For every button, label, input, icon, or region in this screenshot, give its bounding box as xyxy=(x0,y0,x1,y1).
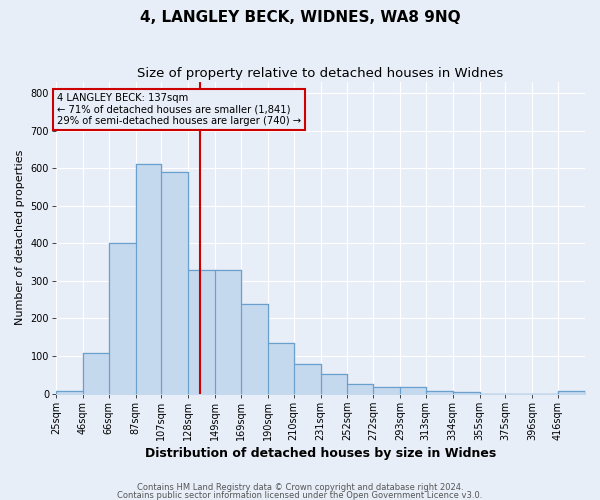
Title: Size of property relative to detached houses in Widnes: Size of property relative to detached ho… xyxy=(137,68,503,80)
Text: Contains public sector information licensed under the Open Government Licence v3: Contains public sector information licen… xyxy=(118,490,482,500)
Y-axis label: Number of detached properties: Number of detached properties xyxy=(15,150,25,326)
X-axis label: Distribution of detached houses by size in Widnes: Distribution of detached houses by size … xyxy=(145,447,496,460)
Text: 4 LANGLEY BECK: 137sqm
← 71% of detached houses are smaller (1,841)
29% of semi-: 4 LANGLEY BECK: 137sqm ← 71% of detached… xyxy=(57,93,301,126)
Text: Contains HM Land Registry data © Crown copyright and database right 2024.: Contains HM Land Registry data © Crown c… xyxy=(137,483,463,492)
Text: 4, LANGLEY BECK, WIDNES, WA8 9NQ: 4, LANGLEY BECK, WIDNES, WA8 9NQ xyxy=(140,10,460,25)
